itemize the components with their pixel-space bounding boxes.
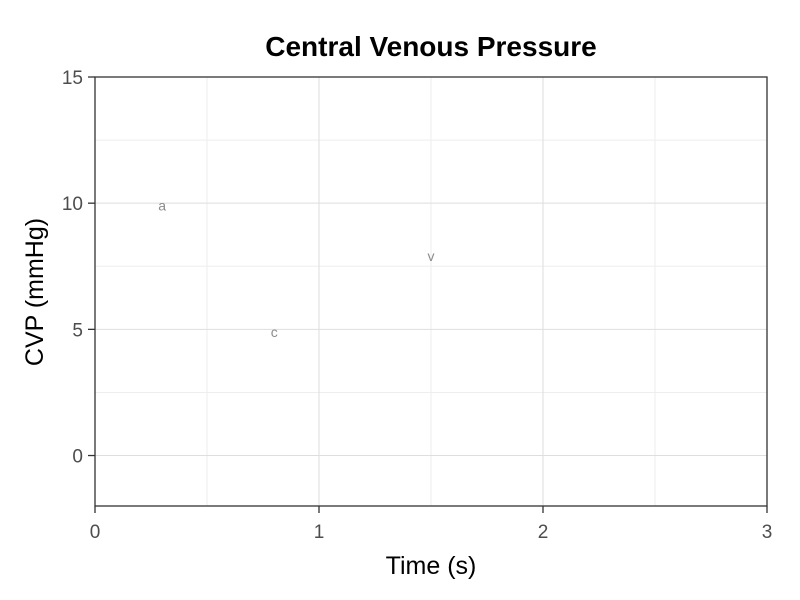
x-tick-label: 1 bbox=[314, 522, 325, 543]
y-tick-label: 15 bbox=[62, 68, 83, 89]
point-label-c: c bbox=[271, 324, 278, 340]
point-label-a: a bbox=[158, 198, 166, 214]
y-axis-title: CVP (mmHg) bbox=[21, 218, 49, 366]
x-tick-label: 2 bbox=[538, 522, 549, 543]
point-labels: a c v bbox=[158, 198, 434, 340]
plot-frame bbox=[94, 76, 768, 507]
y-tick-label: 0 bbox=[72, 447, 83, 468]
x-tick-label: 3 bbox=[762, 522, 773, 543]
chart-title: Central Venous Pressure bbox=[265, 31, 596, 62]
point-label-v: v bbox=[428, 248, 435, 264]
y-tick-label: 10 bbox=[62, 194, 83, 215]
axis-ticks: 0 1 2 3 0 5 10 15 bbox=[62, 68, 772, 543]
y-tick-label: 5 bbox=[72, 320, 83, 341]
x-tick-label: 0 bbox=[90, 522, 101, 543]
x-axis-title: Time (s) bbox=[386, 552, 477, 580]
